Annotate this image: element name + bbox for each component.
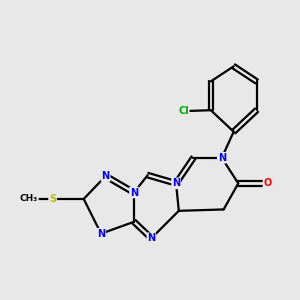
Text: O: O — [263, 178, 272, 188]
Text: Cl: Cl — [178, 106, 189, 116]
Text: N: N — [102, 171, 110, 181]
Text: N: N — [172, 178, 180, 188]
Text: N: N — [147, 233, 155, 243]
Text: S: S — [49, 194, 56, 204]
Text: N: N — [130, 188, 138, 197]
Text: N: N — [97, 229, 105, 239]
Text: CH₃: CH₃ — [20, 194, 38, 203]
Text: N: N — [218, 153, 226, 163]
